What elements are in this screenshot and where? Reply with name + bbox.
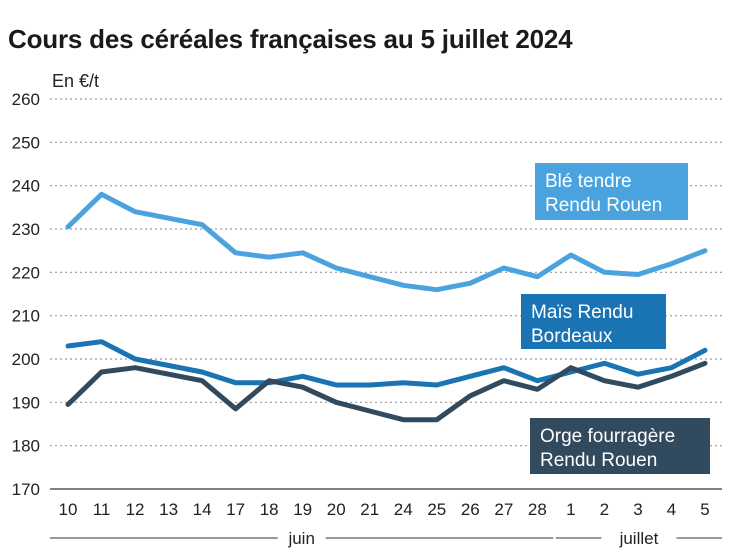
month-label: juin (287, 529, 314, 548)
x-tick-label: 17 (226, 500, 245, 519)
legend-swatch (530, 418, 710, 474)
x-tick-label: 12 (126, 500, 145, 519)
month-label: juillet (619, 529, 659, 548)
y-tick-label: 210 (12, 307, 40, 326)
y-tick-label: 230 (12, 220, 40, 239)
series-line (65, 191, 708, 293)
y-tick-label: 250 (12, 133, 40, 152)
x-tick-label: 27 (494, 500, 513, 519)
legend-label: Orge fourragère (540, 426, 675, 447)
x-axis-ticks: 10 11 12 13 14 17 18 19 20 21 24 25 26 27 28 1 2 3 4 5 (59, 500, 710, 519)
x-tick-label: 10 (59, 500, 78, 519)
x-tick-label: 3 (633, 500, 642, 519)
y-tick-label: 170 (12, 480, 40, 499)
x-tick-label: 4 (667, 500, 676, 519)
x-tick-label: 24 (394, 500, 413, 519)
series-lines (65, 191, 708, 423)
legend-label: Blé tendre (545, 171, 632, 192)
legend: Blé tendre Rendu Rouen Maïs Rendu Bordeaux O… (521, 163, 710, 474)
legend-label: Bordeaux (531, 326, 613, 347)
x-tick-label: 2 (600, 500, 609, 519)
series-line (65, 360, 708, 423)
series-line (65, 339, 708, 388)
x-tick-label: 21 (360, 500, 379, 519)
y-tick-label: 240 (12, 177, 40, 196)
x-tick-label: 5 (700, 500, 709, 519)
y-tick-label: 260 (12, 90, 40, 109)
x-tick-label: 11 (93, 500, 111, 519)
legend-item: Blé tendre Rendu Rouen (535, 163, 688, 220)
month-groups: juin juillet (50, 529, 722, 548)
legend-label: Rendu Rouen (545, 195, 662, 216)
y-tick-label: 180 (12, 437, 40, 456)
y-axis-ticks: 170 180 190 200 210 220 230 240 250 260 (12, 90, 40, 499)
x-tick-label: 26 (461, 500, 480, 519)
legend-swatch (535, 163, 688, 220)
x-tick-label: 25 (427, 500, 446, 519)
y-tick-label: 220 (12, 263, 40, 282)
x-tick-label: 28 (528, 500, 547, 519)
y-tick-label: 200 (12, 350, 40, 369)
x-tick-label: 1 (566, 500, 575, 519)
legend-swatch (521, 294, 666, 349)
legend-item: Orge fourragère Rendu Rouen (530, 418, 710, 474)
x-tick-label: 14 (193, 500, 212, 519)
y-tick-label: 190 (12, 393, 40, 412)
x-tick-label: 20 (327, 500, 346, 519)
y-axis-unit-label: En €/t (52, 71, 100, 91)
chart-title: Cours des céréales françaises au 5 juill… (8, 24, 573, 54)
legend-label: Rendu Rouen (540, 450, 657, 471)
legend-label: Maïs Rendu (531, 302, 633, 323)
x-tick-label: 18 (260, 500, 279, 519)
x-tick-label: 13 (159, 500, 178, 519)
legend-item: Maïs Rendu Bordeaux (521, 294, 666, 349)
x-tick-label: 19 (293, 500, 312, 519)
